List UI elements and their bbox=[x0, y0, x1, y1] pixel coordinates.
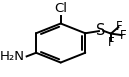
Text: F: F bbox=[120, 29, 127, 42]
Text: F: F bbox=[108, 36, 114, 49]
Text: Cl: Cl bbox=[54, 2, 67, 15]
Text: F: F bbox=[116, 20, 123, 33]
Text: H₂N: H₂N bbox=[0, 50, 25, 63]
Text: S: S bbox=[96, 22, 105, 37]
